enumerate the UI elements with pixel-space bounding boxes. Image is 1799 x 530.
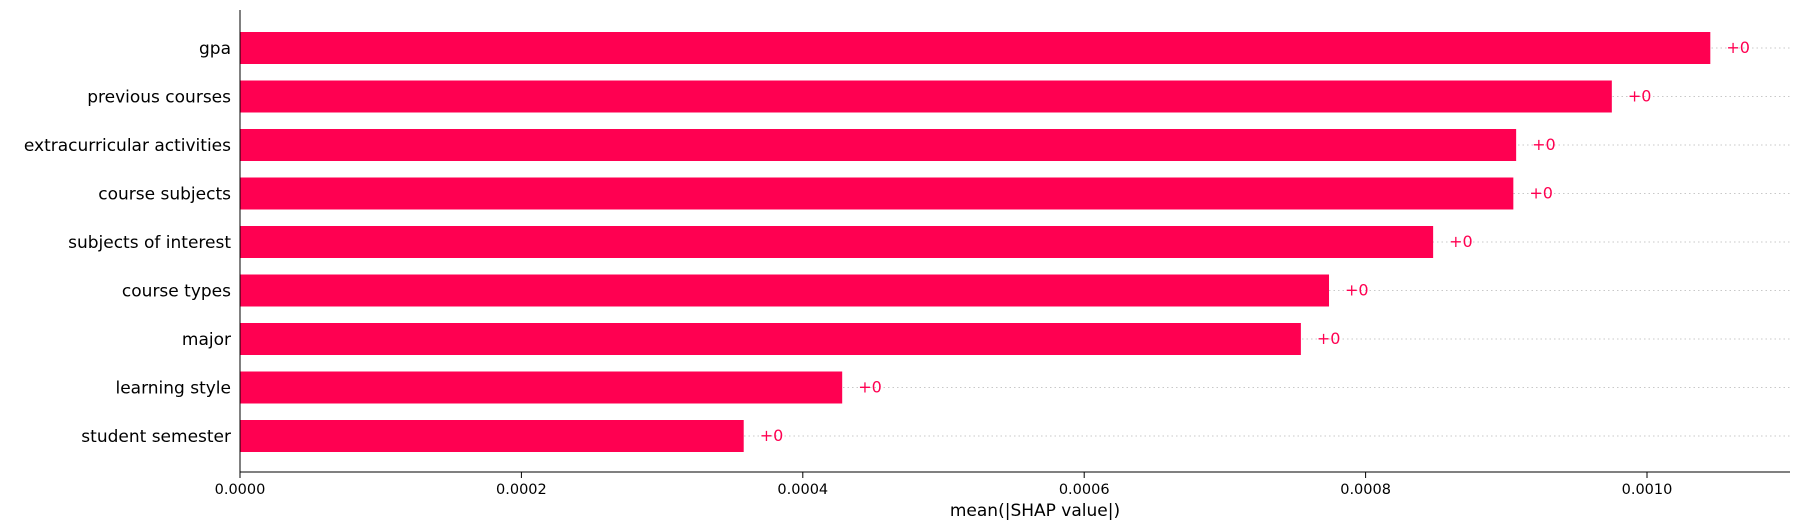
value-label: +0 — [858, 378, 882, 397]
category-label: previous courses — [87, 88, 231, 108]
x-tick-label: 0.0010 — [1622, 482, 1673, 498]
category-label: major — [182, 330, 231, 350]
x-tick-label: 0.0000 — [215, 482, 266, 498]
value-label: +0 — [1529, 184, 1553, 203]
category-label: gpa — [199, 39, 231, 59]
axes: 0.0000 0.0002 0.0004 0.0006 0.0008 0.0010 — [215, 10, 1790, 498]
category-label: student semester — [81, 427, 231, 447]
x-axis-title: mean(|SHAP value|) — [950, 501, 1120, 521]
x-tick-label: 0.0008 — [1340, 482, 1391, 498]
bars — [240, 32, 1711, 452]
value-labels: +0 +0 +0 +0 +0 +0 +0 +0 +0 — [760, 38, 1750, 445]
bar — [240, 226, 1434, 258]
category-labels: gpa previous courses extracurricular activ… — [24, 39, 231, 447]
value-label: +0 — [1628, 87, 1652, 106]
bar — [240, 80, 1612, 113]
value-label: +0 — [1345, 281, 1369, 300]
value-label: +0 — [1726, 38, 1750, 57]
category-label: subjects of interest — [68, 233, 231, 253]
value-label: +0 — [1532, 135, 1556, 154]
value-label: +0 — [1317, 329, 1341, 348]
x-tick-label: 0.0006 — [1059, 482, 1110, 498]
bar — [240, 274, 1330, 307]
bar — [240, 371, 843, 404]
category-label: learning style — [115, 379, 231, 399]
bar — [240, 420, 744, 452]
bar — [240, 177, 1514, 210]
bar — [240, 129, 1517, 161]
value-label: +0 — [1449, 232, 1473, 251]
bar — [240, 323, 1301, 355]
category-label: extracurricular activities — [24, 136, 231, 156]
x-tick-label: 0.0002 — [496, 482, 547, 498]
bar — [240, 32, 1711, 64]
category-label: course types — [122, 282, 231, 302]
category-label: course subjects — [98, 185, 231, 205]
value-label: +0 — [760, 426, 784, 445]
x-tick-label: 0.0004 — [777, 482, 828, 498]
